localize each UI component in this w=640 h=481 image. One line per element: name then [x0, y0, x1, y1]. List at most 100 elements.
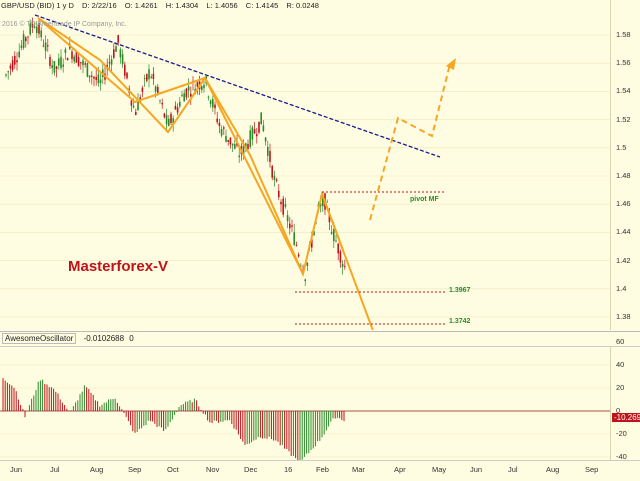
- candle-body: [55, 66, 58, 69]
- time-tick: Apr: [394, 465, 406, 474]
- candle-body: [115, 46, 117, 52]
- candle-body: [234, 144, 236, 149]
- candle-body: [218, 122, 221, 126]
- candle-body: [330, 231, 333, 234]
- candle-body: [148, 69, 150, 80]
- candle-body: [220, 128, 223, 136]
- candle-body: [27, 36, 29, 38]
- time-tick: Feb: [316, 465, 329, 474]
- candle-body: [256, 134, 258, 137]
- indicator-value: -0.0102688: [83, 334, 125, 343]
- candle-body: [201, 86, 203, 91]
- price-chart-pane[interactable]: [0, 0, 610, 350]
- candle-body: [209, 100, 212, 105]
- candle-body: [62, 64, 64, 67]
- candle-body: [161, 102, 163, 105]
- oscillator-tick: 40: [616, 360, 625, 369]
- candle-body: [143, 77, 146, 79]
- candle-body: [22, 34, 25, 48]
- candle-body: [216, 118, 218, 123]
- wave-line-upper: [37, 17, 206, 104]
- time-tick: Aug: [90, 465, 104, 474]
- candle-body: [20, 45, 23, 48]
- candle-body: [86, 63, 89, 77]
- header-symbol: GBP/USD (BID) 1 y D: [1, 1, 74, 10]
- price-tick: 1.42: [616, 255, 631, 265]
- candle-body: [130, 100, 133, 106]
- candle-body: [251, 127, 254, 140]
- candle-body: [267, 146, 269, 156]
- candle-body: [9, 65, 12, 69]
- candle-body: [344, 266, 346, 267]
- oscillator-tick: -40: [616, 452, 627, 461]
- candle-body: [297, 254, 300, 257]
- candle-body: [159, 100, 161, 102]
- candle-body: [124, 64, 126, 76]
- candle-body: [49, 56, 51, 66]
- candle-body: [227, 139, 229, 142]
- candle-body: [97, 74, 100, 84]
- candle-body: [275, 179, 278, 181]
- indicator-name[interactable]: AwesomeOscillator: [2, 333, 77, 344]
- candle-body: [278, 190, 280, 198]
- copyright: 2016 © TD Ameritrade IP Company, Inc.: [2, 21, 127, 28]
- candle-body: [284, 204, 287, 207]
- candle-body: [11, 60, 14, 71]
- candle-body: [137, 100, 139, 111]
- time-tick: Jun: [470, 465, 483, 474]
- candle-body: [64, 49, 67, 53]
- candle-body: [242, 144, 245, 155]
- level-label-2: 1.3742: [449, 318, 471, 325]
- candle-body: [341, 263, 344, 268]
- price-tick: 1.46: [616, 199, 631, 209]
- candle-body: [91, 75, 93, 77]
- candle-body: [306, 262, 309, 266]
- candle-body: [150, 76, 152, 78]
- time-tick: Mar: [352, 465, 365, 474]
- candle-body: [295, 244, 298, 246]
- candle-body: [322, 198, 324, 207]
- candle-body: [53, 61, 56, 73]
- candle-body: [247, 144, 249, 149]
- price-tick: 1.4: [616, 283, 627, 293]
- candle-body: [73, 56, 75, 62]
- time-tick: Jul: [50, 465, 60, 474]
- candle-body: [132, 105, 135, 108]
- candle-body: [25, 37, 27, 42]
- candle-body: [187, 86, 190, 91]
- candle-body: [319, 203, 322, 207]
- price-tick: 1.44: [616, 227, 631, 237]
- time-tick: May: [432, 465, 447, 474]
- candle-body: [99, 79, 102, 83]
- candle-body: [163, 113, 166, 118]
- oscillator-tick: -20: [616, 429, 627, 438]
- candle-body: [258, 121, 260, 133]
- candle-body: [196, 82, 199, 87]
- candle-body: [168, 118, 170, 126]
- candle-body: [141, 87, 144, 92]
- time-tick: Jun: [10, 465, 23, 474]
- candle-body: [339, 251, 342, 263]
- candle-body: [121, 54, 124, 65]
- candle-body: [108, 62, 111, 64]
- oscillator-pane[interactable]: [0, 341, 610, 463]
- candle-body: [291, 225, 293, 227]
- price-tick: 1.54: [616, 86, 631, 96]
- candle-body: [119, 49, 122, 58]
- indicator-bar: AwesomeOscillator -0.0102688 0: [0, 331, 640, 347]
- time-tick: Oct: [167, 465, 179, 474]
- candle-body: [93, 76, 95, 79]
- candle-body: [77, 57, 80, 67]
- candle-body: [335, 240, 337, 242]
- candle-body: [5, 74, 7, 76]
- candle-body: [7, 71, 9, 73]
- candle-body: [165, 115, 168, 125]
- candle-body: [212, 98, 214, 108]
- price-axis: [610, 0, 640, 330]
- oscillator-axis: [610, 346, 640, 460]
- candle-body: [273, 175, 276, 181]
- candle-body: [157, 86, 159, 93]
- candle-body: [82, 60, 84, 66]
- candle-body: [293, 232, 295, 245]
- oscillator-svg: [0, 341, 610, 463]
